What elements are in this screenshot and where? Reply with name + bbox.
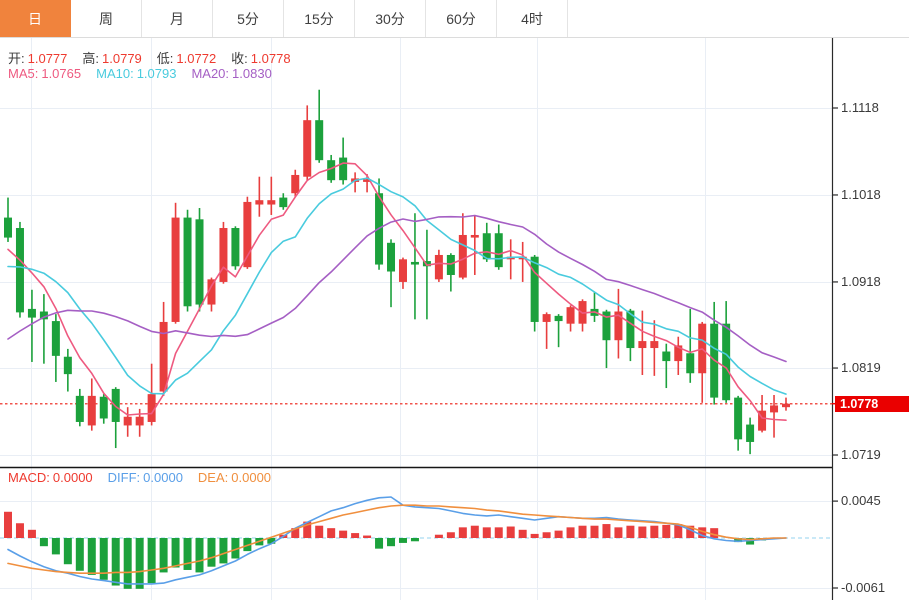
- readout-label: MA20:: [191, 66, 230, 81]
- gridlines: [0, 38, 832, 600]
- axis-tick-label: 0.0045: [841, 493, 881, 509]
- readout-label: 高:: [82, 51, 100, 66]
- tab-daily[interactable]: 日: [0, 0, 71, 37]
- readout-item: DEA: 0.0000: [198, 470, 271, 485]
- readout-value: 1.0778: [250, 51, 291, 66]
- ma5-line: [7, 162, 787, 422]
- ma-readout: MA5: 1.0765 MA10: 1.0793 MA20: 1.0830: [8, 66, 287, 81]
- macd-readout: MACD: 0.0000 DIFF: 0.0000 DEA: 0.0000: [8, 470, 286, 485]
- macd-histogram: [4, 511, 767, 589]
- axis-tick-label: 1.0918: [841, 273, 881, 289]
- readout-label: MA10:: [96, 66, 134, 81]
- axis-tick-label: 1.1018: [841, 186, 881, 202]
- tab-5min[interactable]: 5分: [213, 0, 284, 37]
- tab-weekly[interactable]: 周: [71, 0, 142, 37]
- tab-4hour[interactable]: 4时: [497, 0, 568, 37]
- axis-tick-label: 1.0719: [841, 447, 881, 462]
- readout-value: 0.0000: [143, 470, 183, 485]
- readout-value: 1.0830: [232, 66, 272, 81]
- ohlc-readout: 开: 1.0777 高: 1.0779 低: 1.0772 收: 1.0778: [8, 48, 306, 67]
- readout-item: MACD: 0.0000: [8, 470, 93, 485]
- readout-value: 1.0765: [41, 66, 82, 81]
- readout-value: 1.0793: [136, 66, 177, 81]
- readout-value: 1.0779: [102, 51, 142, 66]
- dea-line: [7, 504, 787, 575]
- readout-value: 0.0000: [52, 470, 93, 485]
- tab-60min[interactable]: 60分: [426, 0, 497, 37]
- readout-item: 高: 1.0779: [82, 51, 141, 66]
- axis-tick-label: -0.0061: [841, 580, 886, 595]
- readout-label: MA5:: [8, 66, 39, 81]
- tab-30min[interactable]: 30分: [355, 0, 426, 37]
- readout-value: 1.0772: [176, 51, 217, 66]
- readout-label: 低:: [156, 51, 174, 66]
- plot-area[interactable]: [0, 89, 832, 589]
- readout-item: 收: 1.0778: [231, 51, 290, 66]
- ma20-line: [7, 214, 787, 363]
- tab-monthly[interactable]: 月: [142, 0, 213, 37]
- readout-value: 1.0777: [27, 51, 68, 66]
- readout-item: MA5: 1.0765: [8, 66, 81, 81]
- axis-tick-label: 1.1118: [841, 100, 879, 115]
- readout-label: DIFF:: [107, 470, 141, 485]
- readout-item: DIFF: 0.0000: [108, 470, 183, 485]
- timeframe-tabbar: 日周月 5分 15分 30分 60分 4时: [0, 0, 909, 38]
- readout-label: MACD:: [8, 470, 50, 485]
- readout-item: MA10: 1.0793: [96, 66, 176, 81]
- ma10-line: [7, 177, 787, 395]
- readout-label: 开:: [8, 51, 25, 66]
- readout-item: 开: 1.0777: [8, 51, 67, 66]
- current-price-badge: 1.0778: [835, 395, 909, 412]
- axis-tick-label: 1.0819: [841, 360, 881, 376]
- candles: [4, 89, 790, 455]
- readout-label: DEA:: [197, 470, 229, 485]
- readout-label: 收:: [231, 51, 248, 66]
- readout-item: 低: 1.0772: [157, 51, 216, 66]
- readout-item: MA20: 1.0830: [191, 66, 271, 81]
- tab-15min[interactable]: 15分: [284, 0, 355, 37]
- readout-value: 0.0000: [231, 470, 272, 485]
